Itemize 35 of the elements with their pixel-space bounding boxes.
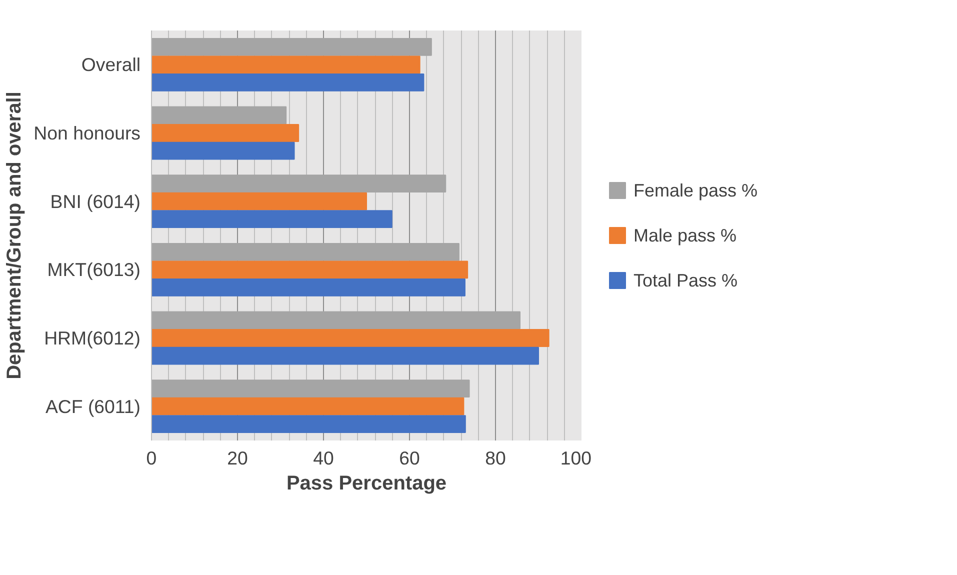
bar (152, 174, 446, 193)
x-tick-label: 0 (146, 448, 157, 468)
bar (152, 192, 367, 210)
bar (152, 38, 432, 56)
bar (152, 106, 287, 124)
y-tick-label: HRM(6012) (44, 328, 141, 348)
x-tick-label: 80 (485, 448, 506, 468)
y-tick-label: Overall (81, 54, 140, 76)
y-axis-title: Department/Group and overall (4, 92, 26, 380)
bar (152, 73, 424, 92)
bar (152, 415, 466, 434)
x-axis-title: Pass Percentage (286, 472, 447, 494)
bar (152, 380, 470, 398)
bar (152, 311, 521, 330)
bar (152, 210, 392, 228)
bar (152, 242, 460, 261)
bar (152, 397, 464, 416)
x-tick-label: 20 (227, 448, 248, 468)
bar (152, 346, 539, 365)
y-tick-label: MKT(6013) (47, 259, 141, 280)
legend-label: Male pass % (634, 226, 737, 246)
y-tick-label: Non honours (34, 122, 140, 144)
bar (152, 142, 295, 160)
legend-label: Total Pass % (634, 270, 738, 290)
bar (152, 124, 300, 142)
y-tick-label: BNI (6014) (50, 190, 141, 212)
bar (152, 56, 420, 74)
bar (152, 329, 550, 347)
bar (152, 278, 466, 296)
x-tick-label: 40 (313, 448, 334, 468)
bar (152, 260, 468, 279)
x-tick-label: 60 (399, 448, 420, 468)
legend-label: Female pass % (634, 180, 758, 200)
y-tick-label: ACF (6011) (45, 396, 141, 417)
x-tick-label: 100 (560, 448, 592, 468)
